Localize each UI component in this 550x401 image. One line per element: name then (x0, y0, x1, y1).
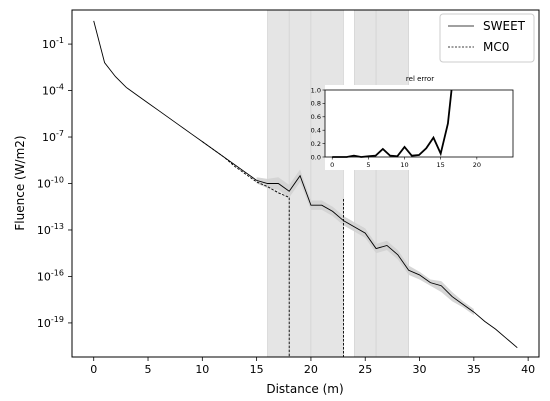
y-axis-label: Fluence (W/m2) (13, 135, 27, 230)
inset-x-tick-label: 0 (330, 161, 334, 169)
inset-title: rel error (406, 75, 434, 83)
y-tick-label: 10-16 (37, 268, 64, 283)
y-tick-label: 10-4 (42, 83, 64, 98)
x-tick-label: 35 (467, 363, 481, 376)
legend: SWEET MC0 (439, 13, 535, 63)
uncertainty-band (256, 169, 474, 316)
y-tick-label: 10-19 (37, 315, 64, 330)
inset-y-tick-label: 0.8 (311, 100, 321, 108)
inset-x-tick-label: 10 (400, 161, 408, 169)
x-tick-label: 20 (304, 363, 318, 376)
inset-y-ticks: 0.0 0.2 0.4 0.6 0.8 1.0 (311, 86, 325, 161)
inset-x-tick-label: 20 (473, 161, 481, 169)
series-line-mc0 (202, 141, 344, 357)
inset-series-layer (332, 89, 453, 158)
shaded-region-4 (354, 9, 377, 358)
x-tick-label: 30 (413, 363, 427, 376)
y-tick-label: 10-10 (37, 176, 64, 191)
x-axis-ticks: 0 5 10 15 20 25 30 35 40 (90, 357, 535, 376)
inset-frame (324, 89, 514, 158)
inset-y-tick-label: 0.4 (311, 127, 321, 135)
x-axis-label: Distance (m) (266, 382, 343, 396)
series-layer (93, 20, 518, 357)
inset-y-tick-label: 1.0 (311, 86, 321, 94)
inset-background (325, 85, 535, 170)
inset-x-tick-label: 15 (437, 161, 445, 169)
inset-y-tick-label: 0.0 (311, 153, 321, 161)
inset-x-ticks: 0 5 10 15 20 (330, 157, 481, 169)
y-tick-label: 10-1 (42, 36, 64, 51)
inset-rel-error: rel error 0 5 10 15 20 0.0 0.2 0.4 0.6 0.8 1.0 (311, 75, 535, 170)
shaded-region-3 (310, 9, 344, 358)
y-tick-label: 10-7 (42, 129, 64, 144)
shaded-regions (267, 9, 409, 358)
x-tick-label: 5 (145, 363, 152, 376)
x-tick-label: 40 (521, 363, 535, 376)
inset-series-line (332, 89, 453, 158)
x-tick-label: 0 (90, 363, 97, 376)
x-tick-label: 10 (195, 363, 209, 376)
y-tick-label: 10-13 (37, 222, 64, 237)
uncertainty-band-layer (256, 169, 474, 316)
legend-label-sweet: SWEET (483, 19, 526, 33)
inset-x-tick-label: 5 (366, 161, 370, 169)
inset-y-tick-label: 0.2 (311, 140, 321, 148)
legend-label-mc0: MC0 (483, 40, 509, 54)
x-tick-label: 25 (358, 363, 372, 376)
series-line-sweet (93, 20, 518, 349)
x-tick-label: 15 (250, 363, 264, 376)
shaded-region-5 (375, 9, 409, 358)
inset-y-tick-label: 0.6 (311, 113, 321, 121)
y-axis-ticks: 10-1 10-4 10-7 10-10 10-13 10-16 10-19 (37, 36, 72, 330)
